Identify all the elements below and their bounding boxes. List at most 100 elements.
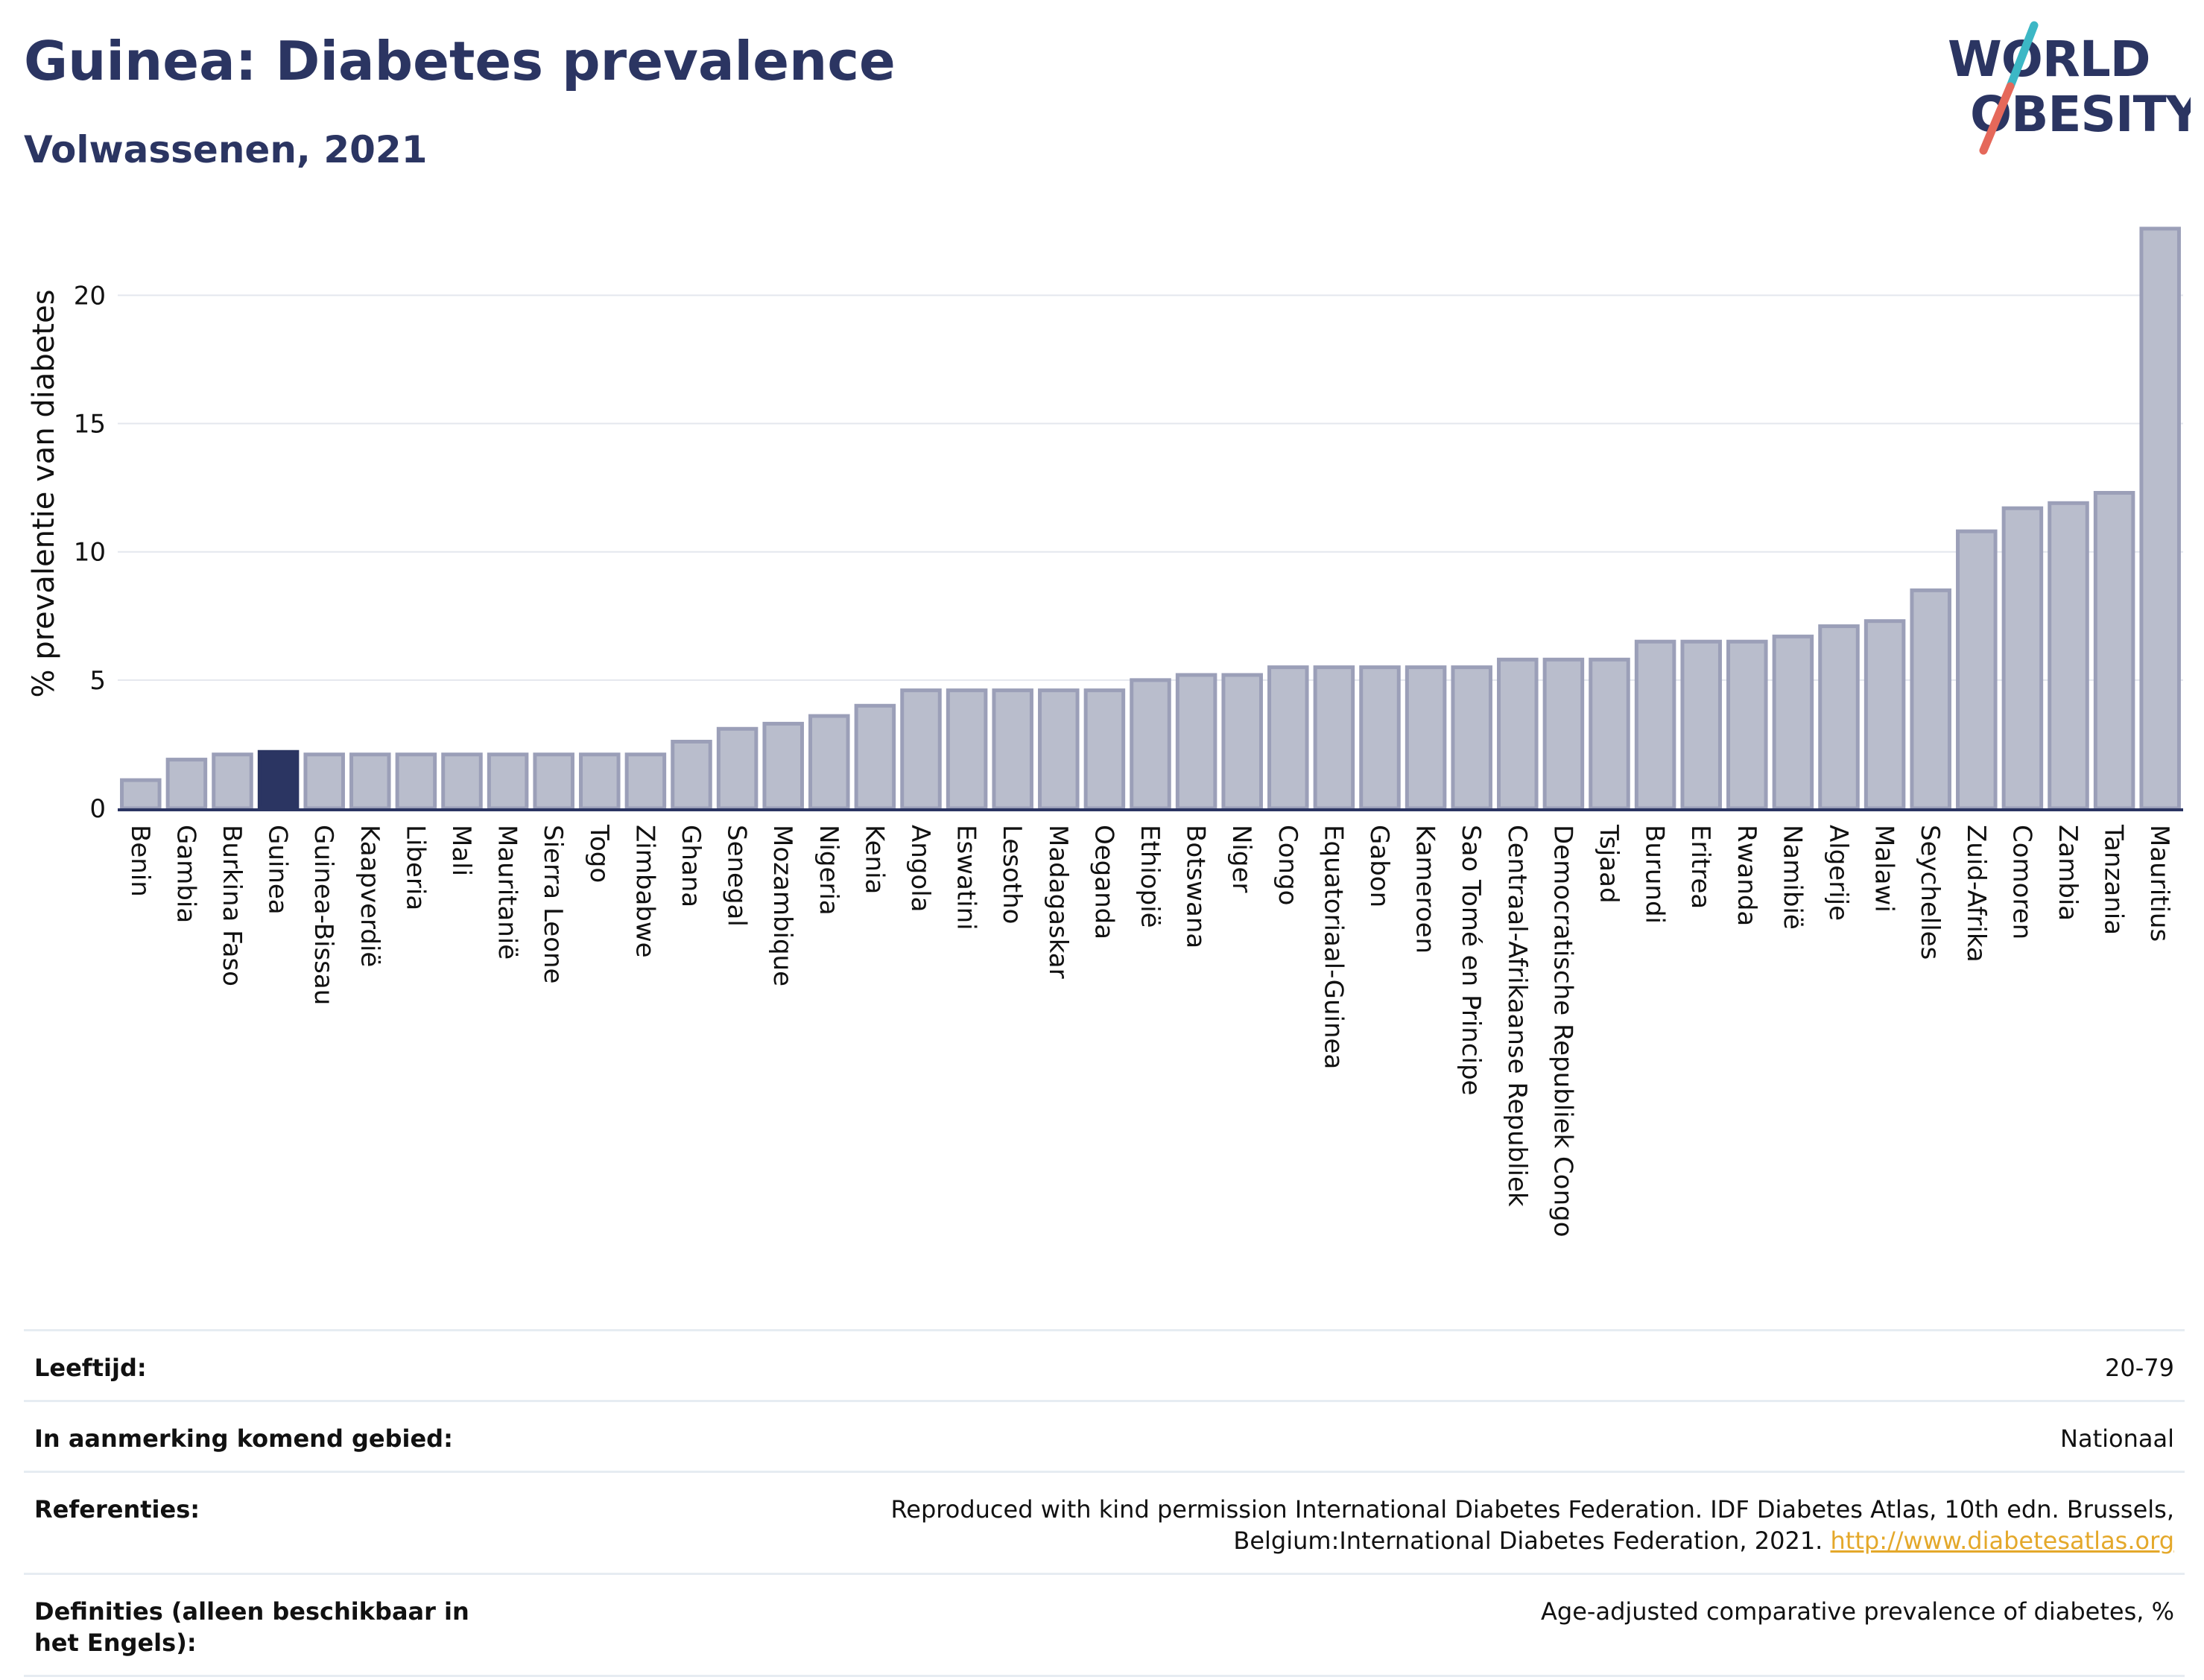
bar xyxy=(1359,665,1401,811)
bar xyxy=(624,752,667,811)
chart-subtitle: Volwassenen, 2021 xyxy=(24,128,428,171)
x-tick-label: Kaapverdië xyxy=(355,825,384,967)
bar xyxy=(120,778,162,811)
y-tick-label: 5 xyxy=(89,666,106,696)
x-tick-label: Nigeria xyxy=(814,825,843,916)
bar xyxy=(671,739,712,811)
bar xyxy=(1451,665,1492,811)
bar xyxy=(2001,506,2044,811)
bar xyxy=(1956,529,1998,811)
logo-line-world: WORLD xyxy=(1948,31,2150,88)
bar xyxy=(2048,501,2089,811)
bar xyxy=(808,714,850,811)
meta-value-age: 20-79 xyxy=(2105,1354,2174,1382)
bar-highlighted xyxy=(257,749,300,811)
bar xyxy=(303,752,345,811)
bar xyxy=(1863,619,1906,811)
x-tick-label: Seychelles xyxy=(1915,825,1945,960)
references-text: Reproduced with kind permission Internat… xyxy=(890,1495,2175,1555)
y-tick-label: 15 xyxy=(74,410,106,440)
x-tick-label: Kameroen xyxy=(1410,825,1440,954)
bar xyxy=(1130,678,1171,811)
x-tick-label: Kenia xyxy=(859,825,889,894)
bar xyxy=(2093,491,2135,811)
x-tick-label: Niger xyxy=(1226,825,1256,893)
bar xyxy=(1772,634,1814,811)
x-tick-label: Lesotho xyxy=(997,825,1027,924)
bar xyxy=(946,688,988,811)
x-tick-label: Ethiopië xyxy=(1135,825,1165,928)
bar xyxy=(212,752,253,811)
x-tick-label: Zambia xyxy=(2053,825,2083,921)
meta-label-age: Leeftijd: xyxy=(34,1354,147,1382)
bar xyxy=(854,703,896,811)
bar xyxy=(2139,226,2181,811)
x-tick-label: Angola xyxy=(905,825,935,912)
x-tick-label: Centraal-Afrikaanse Republiek xyxy=(1502,825,1532,1207)
bar xyxy=(1497,657,1539,811)
meta-row-age: Leeftijd: 20-79 xyxy=(24,1329,2185,1400)
x-tick-label: Mauritanië xyxy=(493,825,522,960)
x-tick-label: Eritrea xyxy=(1685,825,1715,909)
bar xyxy=(1267,665,1309,811)
y-tick-label: 20 xyxy=(74,281,106,311)
world-obesity-logo: WORLD OBESITY xyxy=(1948,21,2191,155)
meta-row-references: Referenties: Reproduced with kind permis… xyxy=(24,1471,2185,1573)
bar xyxy=(349,752,391,811)
bar xyxy=(1818,624,1860,811)
metadata-table: Leeftijd: 20-79 In aanmerking komend geb… xyxy=(24,1329,2185,1677)
bar xyxy=(395,752,437,811)
x-tick-label: Benin xyxy=(125,825,155,897)
x-tick-label: Mozambique xyxy=(767,825,797,986)
x-tick-label: Sierra Leone xyxy=(538,825,568,983)
x-tick-label: Democratische Republiek Congo xyxy=(1548,825,1577,1237)
x-tick-label: Namibië xyxy=(1777,825,1807,930)
bar xyxy=(992,688,1033,811)
chart-title: Guinea: Diabetes prevalence xyxy=(24,30,896,92)
x-tick-label: Liberia xyxy=(400,825,430,910)
x-tick-label: Eswatini xyxy=(951,825,981,931)
x-tick-label: Togo xyxy=(584,824,614,883)
x-tick-label: Rwanda xyxy=(1732,825,1761,926)
bar xyxy=(1634,639,1676,811)
x-tick-label: Zuid-Afrika xyxy=(1961,825,1991,963)
x-tick-label: Burundi xyxy=(1640,825,1670,924)
logo-slash-bottom xyxy=(1979,82,2015,155)
x-tick-label: Gabon xyxy=(1364,825,1394,907)
meta-label-definitions: Definities (alleen beschikbaar in het En… xyxy=(34,1597,469,1657)
references-link[interactable]: http://www.diabetesatlas.org xyxy=(1830,1527,2174,1555)
x-tick-label: Congo xyxy=(1273,825,1302,905)
x-tick-label: Guinea xyxy=(263,825,293,915)
y-tick-label: 0 xyxy=(89,794,106,824)
x-tick-label: Senegal xyxy=(722,825,752,927)
logo-slash-top xyxy=(2006,21,2039,91)
x-tick-label: Mali xyxy=(446,825,476,876)
x-tick-label: Tsjaad xyxy=(1594,824,1624,904)
bar xyxy=(533,752,574,811)
x-tick-label: Burkina Faso xyxy=(217,825,247,986)
x-tick-label: Ghana xyxy=(676,825,706,907)
x-tick-label: Guinea-Bissau xyxy=(308,825,338,1005)
bar xyxy=(900,688,942,811)
bar xyxy=(762,721,804,811)
meta-value-area: Nationaal xyxy=(2060,1424,2174,1453)
bar xyxy=(1726,639,1768,811)
y-axis-label: % prevalentie van diabetes xyxy=(27,289,61,697)
bar xyxy=(165,758,208,811)
meta-label-area: In aanmerking komend gebied: xyxy=(34,1424,453,1453)
bar xyxy=(441,752,483,811)
bar xyxy=(579,752,621,811)
x-tick-label: Tanzania xyxy=(2099,824,2129,935)
bar xyxy=(1175,673,1217,811)
bar xyxy=(1221,673,1263,811)
bar xyxy=(1542,657,1585,811)
x-tick-label: Zimbabwe xyxy=(630,825,659,958)
x-tick-label: Madagaskar xyxy=(1043,825,1073,979)
x-tick-label: Comoren xyxy=(2007,825,2036,939)
bar xyxy=(1313,665,1355,811)
bar xyxy=(487,752,529,811)
bar xyxy=(716,726,759,811)
meta-row-definitions: Definities (alleen beschikbaar in het En… xyxy=(24,1573,2185,1677)
x-tick-label: Sao Tomé en Principe xyxy=(1456,825,1486,1095)
x-tick-label: Algerije xyxy=(1823,825,1853,921)
